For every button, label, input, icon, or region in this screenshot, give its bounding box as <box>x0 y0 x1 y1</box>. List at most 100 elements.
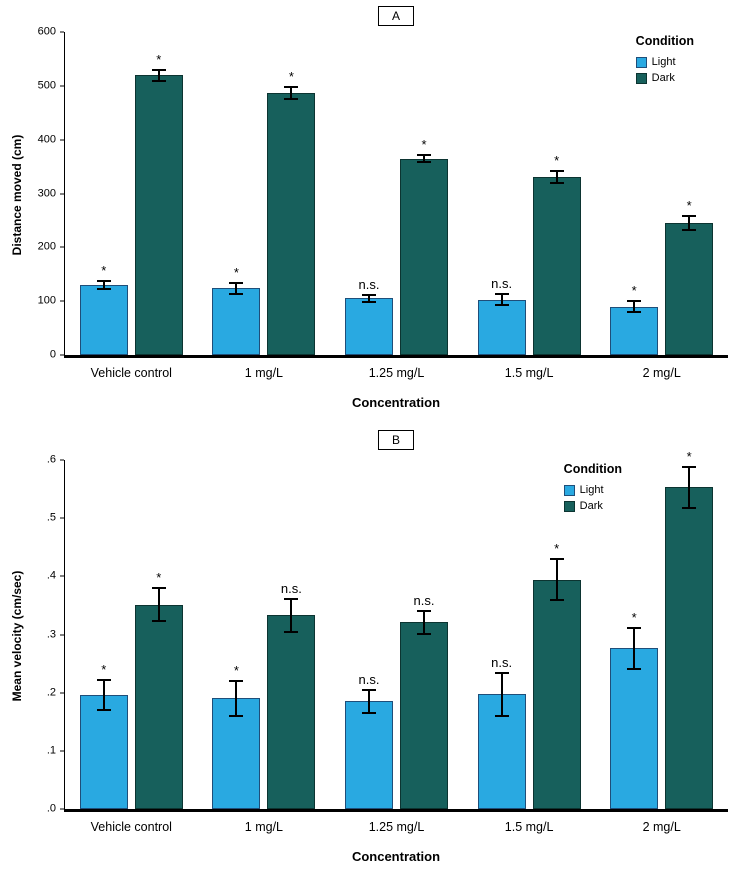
legend-swatch-light <box>563 484 575 496</box>
error-bar <box>417 153 431 164</box>
error-bar <box>417 609 431 636</box>
x-category-label: Vehicle control <box>90 820 172 834</box>
error-bar <box>284 597 299 633</box>
bar-dark <box>665 223 714 355</box>
y-tick-mark <box>60 459 64 461</box>
bar-dark <box>665 487 714 809</box>
legend-title: Condition <box>635 34 694 48</box>
legend-label-dark: Dark <box>651 72 675 84</box>
y-tick-mark <box>60 808 64 810</box>
legend: Condition Light Dark <box>563 462 622 516</box>
y-tick-mark <box>60 517 64 519</box>
panel-b-x-axis-title: Concentration <box>351 849 441 864</box>
bar-light <box>212 698 261 809</box>
error-bar <box>682 215 697 232</box>
significance-label: n.s. <box>280 580 302 596</box>
error-bar <box>627 300 642 314</box>
error-bar <box>96 679 111 711</box>
legend-swatch-dark <box>563 500 575 512</box>
x-category-label: 2 mg/L <box>642 820 681 834</box>
significance-label: * <box>156 570 162 586</box>
significance-label: n.s. <box>413 592 435 608</box>
error-bar <box>494 293 509 307</box>
bar-dark <box>134 604 183 809</box>
y-tick-label: 0 <box>49 348 56 361</box>
legend-label-light: Light <box>579 484 604 496</box>
legend-entry-light: Light <box>563 484 622 496</box>
y-tick-label: 100 <box>37 294 56 307</box>
x-category-label: 1 mg/L <box>244 366 283 380</box>
x-category-label: 1.25 mg/L <box>368 820 425 834</box>
bar-dark <box>532 177 581 355</box>
error-bar <box>682 465 697 509</box>
panel-a-title-box: A <box>377 6 415 26</box>
significance-label: * <box>554 541 560 557</box>
bar-dark <box>532 579 581 809</box>
panel-a-x-axis-title: Concentration <box>351 395 441 410</box>
significance-label: n.s. <box>491 655 513 671</box>
significance-label: * <box>101 262 107 278</box>
y-tick-mark <box>60 750 64 752</box>
y-tick-mark <box>60 634 64 635</box>
significance-label: * <box>233 264 239 280</box>
y-tick-label: .0 <box>46 802 56 815</box>
panel-b-title: B <box>391 433 401 447</box>
x-category-label: 2 mg/L <box>642 366 681 380</box>
error-bar <box>494 672 509 717</box>
y-tick-label: 400 <box>37 133 56 146</box>
legend: Condition Light Dark <box>635 34 694 88</box>
significance-label: * <box>686 198 692 214</box>
bar-dark <box>400 158 448 355</box>
error-bar <box>549 170 564 185</box>
legend-label-light: Light <box>651 56 676 68</box>
significance-label: * <box>554 153 560 169</box>
legend-swatch-light <box>635 56 647 68</box>
y-tick-mark <box>60 31 64 33</box>
y-tick-label: 200 <box>37 240 56 253</box>
significance-label: n.s. <box>491 276 513 292</box>
y-tick-mark <box>60 85 64 87</box>
y-tick-label: 500 <box>37 79 56 92</box>
error-bar <box>96 279 111 291</box>
significance-label: n.s. <box>358 672 380 688</box>
error-bar <box>151 68 166 82</box>
legend-label-dark: Dark <box>579 500 603 512</box>
legend-entry-dark: Dark <box>635 72 694 84</box>
significance-label: n.s. <box>358 277 380 293</box>
bar-dark <box>134 75 183 355</box>
y-tick-mark <box>60 193 64 194</box>
bar-light <box>212 288 261 355</box>
legend-entry-dark: Dark <box>563 500 622 512</box>
bar-light <box>79 695 128 809</box>
y-tick-label: .5 <box>46 511 56 524</box>
error-bar <box>362 294 376 303</box>
error-bar <box>549 558 564 602</box>
y-tick-label: .2 <box>46 686 56 699</box>
significance-label: * <box>288 68 294 84</box>
significance-label: * <box>156 51 162 67</box>
error-bar <box>627 626 642 670</box>
significance-label: * <box>421 136 427 152</box>
y-tick-mark <box>60 692 64 694</box>
panel-b-title-box: B <box>377 430 415 450</box>
y-tick-mark <box>60 139 64 141</box>
bar-dark <box>400 622 448 809</box>
x-category-label: 1.5 mg/L <box>504 820 554 834</box>
legend-swatch-dark <box>635 72 647 84</box>
significance-label: * <box>631 283 637 299</box>
bar-light <box>345 298 393 355</box>
panel-a-y-axis-title: Distance moved (cm) <box>10 134 24 256</box>
significance-label: * <box>101 662 107 678</box>
error-bar <box>229 281 244 295</box>
panel-b: B Mean velocity (cm/sec) .0 .1 .2 .3 .4 .5 .6 V… <box>0 420 740 870</box>
error-bar <box>229 680 244 717</box>
error-bar <box>151 587 166 623</box>
plot-area: 0 100 200 300 400 500 600 Vehicle control * * 1 mg… <box>38 26 728 380</box>
x-category-label: 1.5 mg/L <box>504 366 554 380</box>
x-category-label: Vehicle control <box>90 366 172 380</box>
error-bar <box>362 689 376 714</box>
x-category-label: 1 mg/L <box>244 820 283 834</box>
bar-dark <box>267 92 316 355</box>
bar-light <box>477 299 526 355</box>
